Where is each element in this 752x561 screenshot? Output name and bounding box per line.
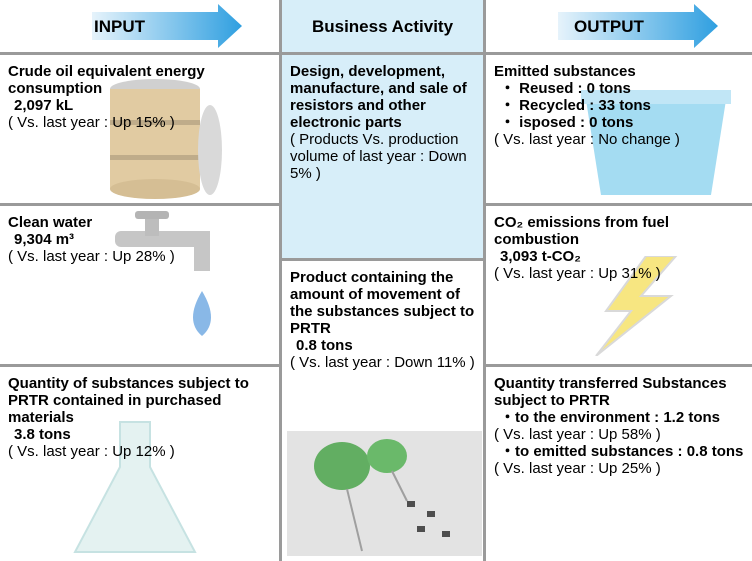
title: CO₂ emissions from fuel combustion — [494, 214, 670, 248]
input-cell: Clean water 9,304 m³ ( Vs. last year : U… — [0, 206, 279, 364]
title: Quantity of substances subject to PRTR c… — [8, 375, 249, 426]
divider — [486, 203, 752, 206]
output-cell: CO₂ emissions from fuel combustion 3,093… — [486, 206, 752, 364]
header-text: OUTPUT — [574, 17, 644, 36]
value: 3,093 t-CO₂ — [500, 248, 581, 265]
divider — [483, 0, 486, 561]
item: ・ Recycled : 33 tons — [500, 97, 651, 114]
input-header: INPUT — [0, 0, 279, 52]
note: ( Vs. last year : Down 11% ) — [290, 354, 475, 371]
divider — [0, 203, 279, 206]
output-cell: Quantity transferred Substances subject … — [486, 367, 752, 561]
business-cell: Product containing the amount of movemen… — [282, 261, 483, 561]
title: Design, development, manufacture, and sa… — [290, 63, 467, 131]
note: ( Vs. last year : Up 12% ) — [8, 443, 175, 460]
value: 9,304 m³ — [14, 231, 75, 248]
title: Clean water — [8, 214, 93, 231]
lightning-icon — [595, 256, 678, 356]
note: ( Vs. last year : Up 58% ) — [494, 426, 661, 443]
output-header: OUTPUT — [486, 0, 752, 52]
divider — [0, 364, 279, 367]
note: ( Products Vs. production volume of last… — [290, 131, 467, 182]
arrow — [92, 4, 242, 48]
note: ( Vs. last year : Up 15% ) — [8, 114, 175, 131]
note: ( Vs. last year : Up 25% ) — [494, 460, 661, 477]
divider — [486, 364, 752, 367]
header-text: Business Activity — [311, 17, 454, 36]
note: ( Vs. last year : Up 28% ) — [8, 248, 175, 265]
item: ・ Reused : 0 tons — [500, 80, 631, 97]
divider — [279, 0, 282, 561]
faucet-icon — [115, 211, 211, 336]
title: Product containing the amount of movemen… — [290, 269, 475, 337]
title: Crude oil equivalent energy consumption — [8, 63, 205, 97]
flask-icon — [73, 421, 197, 553]
value: 3.8 tons — [14, 426, 71, 443]
value: 2,097 kL — [14, 97, 74, 114]
input-cell: Quantity of substances subject to PRTR c… — [0, 367, 279, 561]
input-cell: Crude oil equivalent energy consumption … — [0, 55, 279, 203]
item: ・to the environment : 1.2 tons — [500, 409, 721, 426]
title: Quantity transferred Substances subject … — [494, 375, 727, 409]
divider — [0, 52, 752, 55]
header-text: INPUT — [94, 17, 145, 36]
business-header: Business Activity — [282, 0, 483, 52]
components-icon — [287, 431, 482, 556]
box-icon — [581, 90, 731, 195]
business-cell: Design, development, manufacture, and sa… — [282, 55, 483, 258]
arrow — [558, 4, 718, 48]
note: ( Vs. last year : Up 31% ) — [494, 265, 661, 282]
value: 0.8 tons — [296, 337, 353, 354]
title: Emitted substances — [494, 63, 636, 80]
output-cell: Emitted substances ・ Reused : 0 tons ・ R… — [486, 55, 752, 203]
divider — [282, 258, 483, 261]
item: ・ isposed : 0 tons — [500, 114, 634, 131]
barrel-icon — [110, 79, 222, 199]
item: ・to emitted substances : 0.8 tons — [500, 443, 744, 460]
note: ( Vs. last year : No change ) — [494, 131, 680, 148]
